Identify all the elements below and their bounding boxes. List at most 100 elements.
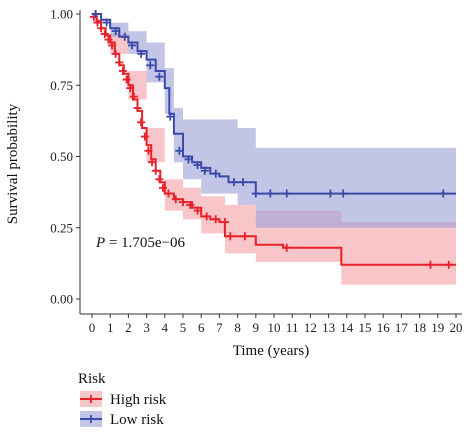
censor-mark xyxy=(129,92,138,101)
legend-label-low-risk: Low risk xyxy=(110,412,164,428)
legend-label-high-risk: High risk xyxy=(110,392,167,408)
x-tick-label: 4 xyxy=(162,320,169,335)
censor-mark xyxy=(229,178,238,187)
x-tick-label: 12 xyxy=(304,320,317,335)
censor-mark xyxy=(282,243,291,252)
x-ticks: 0 1 2 3 4 5 6 7 8 9 10 11 12 13 14 15 16 17 18 19 20 xyxy=(89,314,463,335)
censor-mark xyxy=(133,104,142,113)
p-value-annotation: P = 1.705e−06 xyxy=(95,235,185,251)
censor-mark xyxy=(93,18,102,27)
censor-mark xyxy=(193,161,202,170)
legend-key-mark xyxy=(87,415,95,423)
censor-mark xyxy=(115,58,124,67)
censor-mark xyxy=(144,146,153,155)
censor-mark xyxy=(171,195,180,204)
censor-mark xyxy=(122,75,131,84)
censor-mark xyxy=(155,72,164,81)
legend-title: Risk xyxy=(78,371,106,387)
x-tick-label: 14 xyxy=(340,320,354,335)
x-tick-label: 18 xyxy=(413,320,426,335)
censor-mark xyxy=(148,158,157,167)
censor-mark xyxy=(184,155,193,164)
censor-mark xyxy=(439,189,448,198)
y-tick-label: 0.50 xyxy=(50,149,73,164)
y-tick-label: 1.00 xyxy=(50,7,73,22)
confidence-band-high-risk xyxy=(92,14,456,285)
censor-mark xyxy=(239,178,248,187)
censor-mark xyxy=(151,166,160,175)
x-axis-title: Time (years) xyxy=(233,343,310,359)
censor-mark xyxy=(120,32,129,41)
censor-mark xyxy=(102,18,111,27)
censor-mark xyxy=(226,232,235,241)
p-value: = 1.705e−06 xyxy=(105,235,185,251)
confidence-bands xyxy=(92,14,456,285)
censor-mark xyxy=(137,118,146,127)
y-tick-label: 0.75 xyxy=(50,78,73,93)
censor-mark xyxy=(128,41,137,50)
censor-mark xyxy=(186,200,195,209)
censor-mark xyxy=(108,41,117,50)
censor-marks xyxy=(89,10,453,269)
censor-mark xyxy=(100,29,109,38)
x-tick-label: 20 xyxy=(450,320,463,335)
censor-mark xyxy=(155,175,164,184)
censor-mark xyxy=(158,183,167,192)
y-axis-title: Survival probability xyxy=(5,103,21,224)
x-tick-label: 19 xyxy=(431,320,444,335)
survival-curve-low-risk xyxy=(92,13,456,195)
x-tick-label: 3 xyxy=(143,320,150,335)
x-tick-label: 15 xyxy=(359,320,372,335)
confidence-band-low-risk xyxy=(92,14,456,228)
x-tick-label: 9 xyxy=(253,320,260,335)
x-tick-label: 10 xyxy=(268,320,281,335)
legend: Risk High risk Low risk xyxy=(78,371,167,428)
x-tick-label: 11 xyxy=(286,320,299,335)
x-tick-label: 5 xyxy=(180,320,187,335)
y-tick-label: 0.00 xyxy=(50,292,73,307)
censor-mark xyxy=(118,67,127,75)
censor-mark xyxy=(111,49,120,58)
censor-mark xyxy=(91,10,100,18)
censor-mark xyxy=(282,189,291,198)
censor-mark xyxy=(240,232,249,241)
x-tick-label: 7 xyxy=(216,320,223,335)
y-ticks: 0.00 0.25 0.50 0.75 1.00 xyxy=(50,7,80,307)
censor-mark xyxy=(211,215,220,224)
censor-mark xyxy=(426,260,435,269)
censor-mark xyxy=(220,218,229,227)
censor-mark xyxy=(211,169,220,178)
x-tick-label: 17 xyxy=(395,320,409,335)
x-tick-label: 6 xyxy=(198,320,205,335)
censor-mark xyxy=(164,189,173,198)
x-tick-label: 8 xyxy=(234,320,241,335)
censor-mark xyxy=(444,260,453,269)
censor-mark xyxy=(126,84,135,93)
censor-mark xyxy=(97,24,106,33)
axes: 0 1 2 3 4 5 6 7 8 9 10 11 12 13 14 15 16 17 18 19 20 0.000.2… xyxy=(50,7,462,336)
censor-mark xyxy=(146,61,155,70)
censor-mark xyxy=(266,189,275,198)
censor-mark xyxy=(202,212,211,221)
censor-mark xyxy=(166,112,175,121)
censor-mark xyxy=(111,27,120,36)
x-tick-label: 16 xyxy=(377,320,391,335)
censor-mark xyxy=(140,132,149,141)
x-tick-label: 2 xyxy=(125,320,132,335)
p-label: P xyxy=(95,235,105,251)
y-tick-label: 0.25 xyxy=(50,220,73,235)
censor-mark xyxy=(175,146,184,155)
censor-mark xyxy=(251,189,260,198)
censor-mark xyxy=(193,206,202,215)
x-tick-label: 1 xyxy=(107,320,114,335)
censor-mark xyxy=(339,189,348,198)
x-tick-label: 0 xyxy=(89,320,96,335)
legend-key-mark xyxy=(87,395,95,403)
censor-mark xyxy=(200,166,209,175)
x-tick-label: 13 xyxy=(322,320,335,335)
censor-mark xyxy=(137,49,146,58)
censor-mark xyxy=(104,35,113,44)
censor-mark xyxy=(179,198,187,207)
